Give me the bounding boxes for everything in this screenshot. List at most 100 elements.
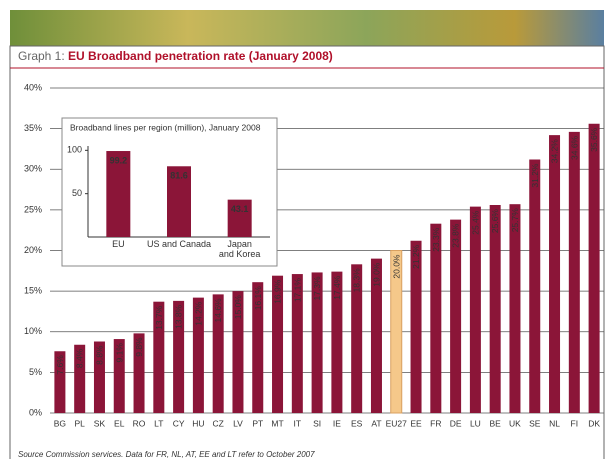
title-text: EU Broadband penetration rate (January 2… (68, 49, 333, 63)
value-label: 25.4% (470, 210, 480, 235)
value-label: 15.0% (233, 295, 243, 320)
x-tick-label: IT (294, 418, 302, 428)
value-label: 8.4% (75, 348, 85, 368)
y-tick-label: 5% (29, 367, 42, 377)
bar (430, 223, 442, 413)
bar (549, 135, 561, 413)
bar (291, 274, 303, 413)
bar (54, 351, 66, 413)
value-label: 14.6% (213, 298, 223, 323)
value-label: 34.6% (569, 135, 579, 160)
x-tick-label: EL (114, 418, 125, 428)
value-label: 23.8% (451, 223, 461, 248)
y-tick-label: 10% (24, 326, 42, 336)
y-tick-label: 15% (24, 286, 42, 296)
x-tick-label: MT (271, 418, 283, 428)
bar (93, 341, 105, 413)
inset-bar (227, 199, 252, 237)
x-tick-label: BE (490, 418, 502, 428)
x-tick-label: AT (371, 418, 381, 428)
x-tick-label: LU (470, 418, 481, 428)
value-label: 19.0% (371, 262, 381, 287)
x-tick-label: LV (233, 418, 243, 428)
inset-x-tick-label: US and Canada (147, 239, 211, 249)
title-label: Graph 1: (18, 49, 65, 63)
value-label: 17.4% (332, 275, 342, 300)
value-label: 34.2% (550, 139, 560, 164)
inset-x-tick-label: EU (112, 239, 125, 249)
x-tick-label: UK (509, 418, 521, 428)
bar (232, 291, 244, 413)
bar (74, 344, 86, 413)
source-note: Source Commission services. Data for FR,… (18, 450, 315, 459)
value-label: 31.2% (530, 163, 540, 188)
bar (410, 240, 422, 413)
x-tick-label: FI (571, 418, 579, 428)
bar (331, 271, 343, 413)
y-tick-label: 35% (24, 123, 42, 133)
bar (351, 264, 363, 413)
chart-title: Graph 1: EU Broadband penetration rate (… (18, 49, 333, 63)
bar (173, 300, 185, 413)
value-label: 35.6% (589, 127, 599, 152)
inset-bar (106, 151, 131, 237)
value-label: 13.8% (174, 304, 184, 329)
bar (529, 159, 541, 413)
value-label: 25.7% (510, 208, 520, 233)
inset-y-tick-label: 50 (72, 188, 82, 198)
frame (9, 45, 605, 459)
y-tick-label: 30% (24, 164, 42, 174)
inset-value-label: 81.6 (170, 171, 188, 181)
bar (212, 294, 224, 413)
inset-value-label: 43.1 (231, 204, 249, 214)
value-label: 16.9% (273, 279, 283, 304)
y-tick-label: 25% (24, 204, 42, 214)
bar (370, 258, 382, 413)
bar (113, 339, 125, 413)
inset-bar (167, 166, 191, 237)
x-tick-label: SE (529, 418, 541, 428)
x-tick-label: NL (549, 418, 560, 428)
y-tick-label: 20% (24, 245, 42, 255)
inset-value-label: 99.2 (110, 155, 128, 165)
value-label: 17.3% (312, 276, 322, 301)
value-label: 9.8% (134, 337, 144, 357)
x-tick-label: SI (313, 418, 321, 428)
x-tick-label: CY (173, 418, 185, 428)
y-tick-label: 0% (29, 407, 42, 417)
value-label: 17.1% (292, 278, 302, 303)
bar (252, 282, 264, 413)
bar (390, 250, 403, 414)
value-label: 8.8% (94, 345, 104, 365)
bar (568, 131, 580, 413)
bar (133, 333, 145, 413)
value-label: 16.1% (253, 286, 263, 311)
value-label: 7.6% (55, 355, 65, 375)
bar (153, 301, 165, 413)
x-tick-label: EU27 (386, 418, 408, 428)
x-tick-label: DE (450, 418, 462, 428)
x-tick-label: PT (252, 418, 263, 428)
inset-title: Broadband lines per region (million), Ja… (70, 122, 261, 132)
y-tick-label: 40% (24, 82, 42, 92)
bar (450, 219, 462, 413)
bar (509, 204, 521, 413)
bar (311, 272, 323, 413)
bar (588, 123, 600, 413)
banner (10, 10, 604, 46)
x-tick-label: LT (154, 418, 163, 428)
value-label: 23.3% (431, 227, 441, 252)
value-label: 20.0% (391, 254, 401, 279)
bar (272, 275, 284, 413)
inset-y-tick-label: 100 (67, 145, 82, 155)
x-tick-label: ES (351, 418, 363, 428)
bar (469, 206, 481, 413)
value-label: 25.6% (490, 209, 500, 234)
x-tick-label: IE (333, 418, 341, 428)
inset-x-tick-label: Japan and Korea (219, 239, 261, 259)
bar (489, 205, 501, 413)
value-label: 9.1% (114, 343, 124, 363)
value-label: 18.3% (352, 268, 362, 293)
